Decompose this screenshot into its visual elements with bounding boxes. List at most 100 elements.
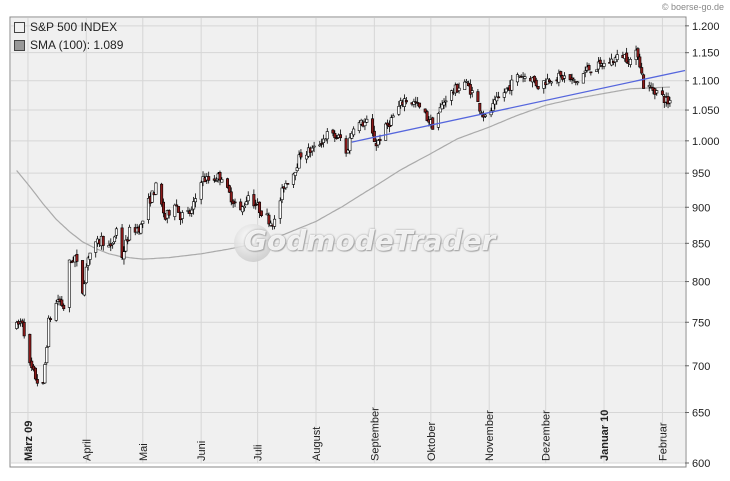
candle-body <box>589 71 593 74</box>
candle-body <box>536 85 540 90</box>
candle-body <box>139 224 143 234</box>
candle-body <box>346 149 350 154</box>
candle-body <box>293 171 297 176</box>
candle-body <box>160 183 164 205</box>
legend-item-sma: SMA (100): 1.089 <box>14 36 123 54</box>
candle-body <box>402 98 406 107</box>
candle-body <box>32 365 36 370</box>
candle-body <box>625 52 629 63</box>
candle-body <box>86 257 90 266</box>
y-tick-label: 950 <box>692 168 710 180</box>
candle-body <box>167 210 171 216</box>
candle-body <box>154 182 158 195</box>
candle-body <box>583 70 587 73</box>
candle-body <box>510 79 514 91</box>
candle-body <box>239 201 243 211</box>
source-credit: © boerse-go.de <box>661 2 724 12</box>
candles <box>15 45 672 387</box>
candle-body <box>35 378 39 384</box>
candle-body <box>628 59 632 65</box>
candle-body <box>141 220 145 224</box>
candle-body <box>440 103 444 110</box>
candle-body <box>246 195 250 202</box>
candle-body <box>325 131 329 140</box>
candle-body <box>291 173 295 185</box>
candle-body <box>173 204 177 217</box>
y-tick-label: 1.200 <box>692 21 720 33</box>
candle-body <box>241 206 245 213</box>
candle-body <box>62 304 66 310</box>
candle-body <box>15 322 19 329</box>
candle-body <box>320 143 324 145</box>
candle-body <box>94 241 98 253</box>
candle-body <box>491 103 495 111</box>
candle-body <box>640 67 644 74</box>
candle-body <box>549 81 553 84</box>
trendline <box>351 69 686 143</box>
candle-body <box>335 137 339 140</box>
candle-body <box>258 201 262 214</box>
candle-body <box>280 187 284 200</box>
candle-body <box>436 113 440 128</box>
candle-body <box>199 182 203 200</box>
y-axis: 600 650 700 750 800 850 900 950 1.000 1.050 1.100 1… <box>685 21 720 470</box>
y-tick-label: 700 <box>692 361 710 373</box>
candle-body <box>389 117 393 126</box>
candle-body <box>468 84 472 95</box>
candle-body <box>54 303 58 321</box>
candle-body <box>647 85 651 88</box>
y-tick-label: 1.150 <box>692 48 720 60</box>
candle-body <box>128 226 132 241</box>
y-tick-label: 800 <box>692 277 710 289</box>
candle-body <box>470 90 474 94</box>
candle-body <box>457 87 461 91</box>
candle-body <box>581 73 585 84</box>
candle-body <box>146 198 150 220</box>
y-tick-label: 1.000 <box>692 136 720 148</box>
y-tick-label: 650 <box>692 408 710 420</box>
candle-body <box>357 122 361 132</box>
candle-body <box>43 364 47 384</box>
candle-body <box>295 167 299 171</box>
candle-body <box>218 171 222 181</box>
x-tick-label: März 09 <box>23 421 35 461</box>
candle-body <box>404 100 408 103</box>
candle-body <box>444 100 448 103</box>
candle-body <box>323 138 327 142</box>
candle-body <box>114 228 118 236</box>
plot-area <box>11 18 685 463</box>
y-tick-label: 1.050 <box>692 105 720 117</box>
candle-body <box>348 137 352 151</box>
legend-item-index: S&P 500 INDEX <box>14 18 123 36</box>
candle-body <box>227 185 231 193</box>
candle-body <box>476 91 480 102</box>
y-tick-label: 750 <box>692 317 710 329</box>
candle-body <box>557 72 561 83</box>
candle-body <box>180 212 184 219</box>
candle-body <box>190 209 194 214</box>
candle-body <box>220 179 224 183</box>
candle-body <box>418 102 422 108</box>
candle-body <box>602 63 606 67</box>
y-tick-label: 850 <box>692 238 710 250</box>
candle-body <box>559 71 563 76</box>
candle-body <box>305 154 309 160</box>
candle-body <box>28 333 32 364</box>
candle-body <box>572 79 576 81</box>
x-tick-label: Januar 10 <box>599 410 611 461</box>
candle-body <box>22 321 26 337</box>
x-tick-label: Dezember <box>541 410 553 461</box>
candle-body <box>318 144 322 147</box>
candle-body <box>273 218 277 227</box>
candle-body <box>655 90 659 94</box>
candle-body <box>365 118 369 123</box>
candle-body <box>297 154 301 169</box>
candle-body <box>226 178 230 188</box>
candle-body <box>376 140 380 146</box>
sma-line <box>16 86 670 260</box>
y-tick-label: 600 <box>692 458 710 470</box>
candle-body <box>615 54 619 60</box>
candle-body <box>423 108 427 113</box>
candle-body <box>660 90 664 95</box>
